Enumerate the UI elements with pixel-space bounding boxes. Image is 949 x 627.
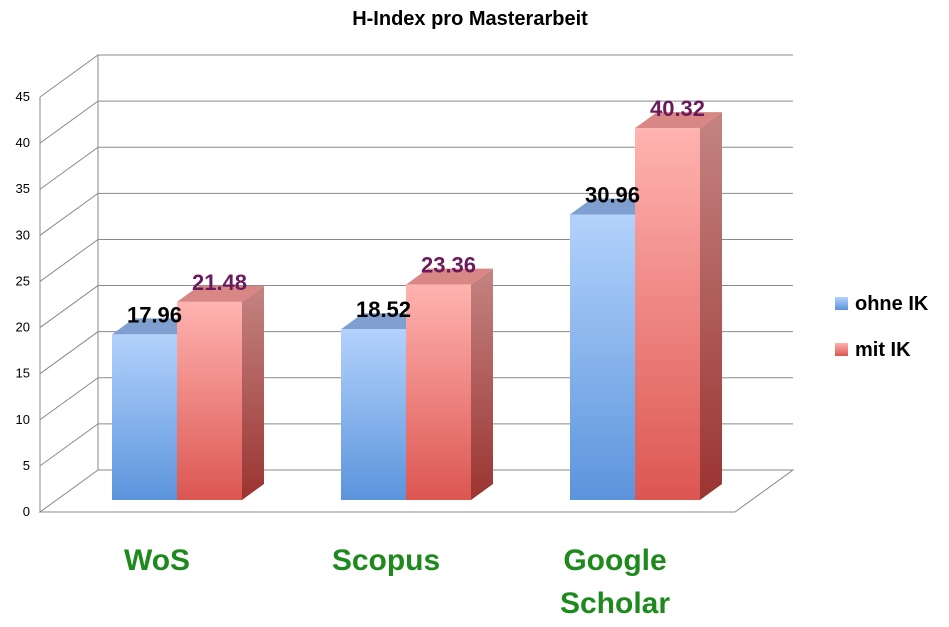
chart-category-labels: WoS Scopus Google Scholar (124, 544, 670, 620)
chart-data-labels: 17.96 21.48 18.52 23.36 30.96 40.32 (127, 96, 705, 327)
chart-title: H-Index pro Masterarbeit (352, 8, 588, 30)
category-label: WoS (124, 544, 190, 577)
data-label: 21.48 (192, 270, 247, 295)
y-tick-label: 35 (16, 181, 30, 196)
gridline (39, 238, 793, 282)
legend-item-ohne-ik: ohne IK (835, 293, 929, 315)
y-tick-label: 10 (16, 412, 30, 427)
y-tick-label: 20 (16, 320, 30, 335)
gridline (39, 100, 793, 144)
gridline (39, 54, 793, 98)
data-label: 17.96 (127, 302, 182, 327)
y-tick-label: 45 (16, 89, 30, 104)
y-tick-label: 15 (16, 366, 30, 381)
bar-mit-ik-1 (406, 268, 493, 500)
y-tick-label: 0 (23, 504, 30, 519)
y-tick-label: 25 (16, 273, 30, 288)
data-label: 40.32 (650, 96, 705, 121)
chart-floor (38, 469, 795, 513)
gridline (39, 146, 793, 190)
y-tick-label: 30 (16, 227, 30, 242)
legend-item-mit-ik: mit IK (835, 339, 911, 361)
gridline (39, 377, 793, 421)
data-label: 18.52 (356, 297, 411, 322)
legend-label: mit IK (855, 339, 911, 361)
y-tick-label: 5 (23, 458, 30, 473)
gridline (39, 423, 793, 467)
gridline (39, 285, 793, 328)
data-label: 23.36 (421, 253, 476, 278)
data-label: 30.96 (585, 182, 640, 207)
legend-label: ohne IK (855, 293, 929, 315)
chart-bars (112, 112, 722, 501)
category-label: Scopus (332, 544, 440, 577)
category-label: Scholar (560, 587, 670, 620)
y-tick-label: 40 (16, 135, 30, 150)
gridline (39, 192, 793, 236)
legend-swatch (835, 297, 848, 310)
bar-mit-ik-0 (177, 285, 264, 500)
legend-swatch (835, 343, 848, 356)
category-label: Google (563, 544, 666, 577)
chart-axes: 0 5 10 15 20 25 30 35 40 45 (16, 54, 795, 519)
bar-mit-ik-2 (635, 112, 722, 500)
gridline (39, 331, 793, 375)
chart-legend: ohne IK mit IK (835, 293, 929, 361)
